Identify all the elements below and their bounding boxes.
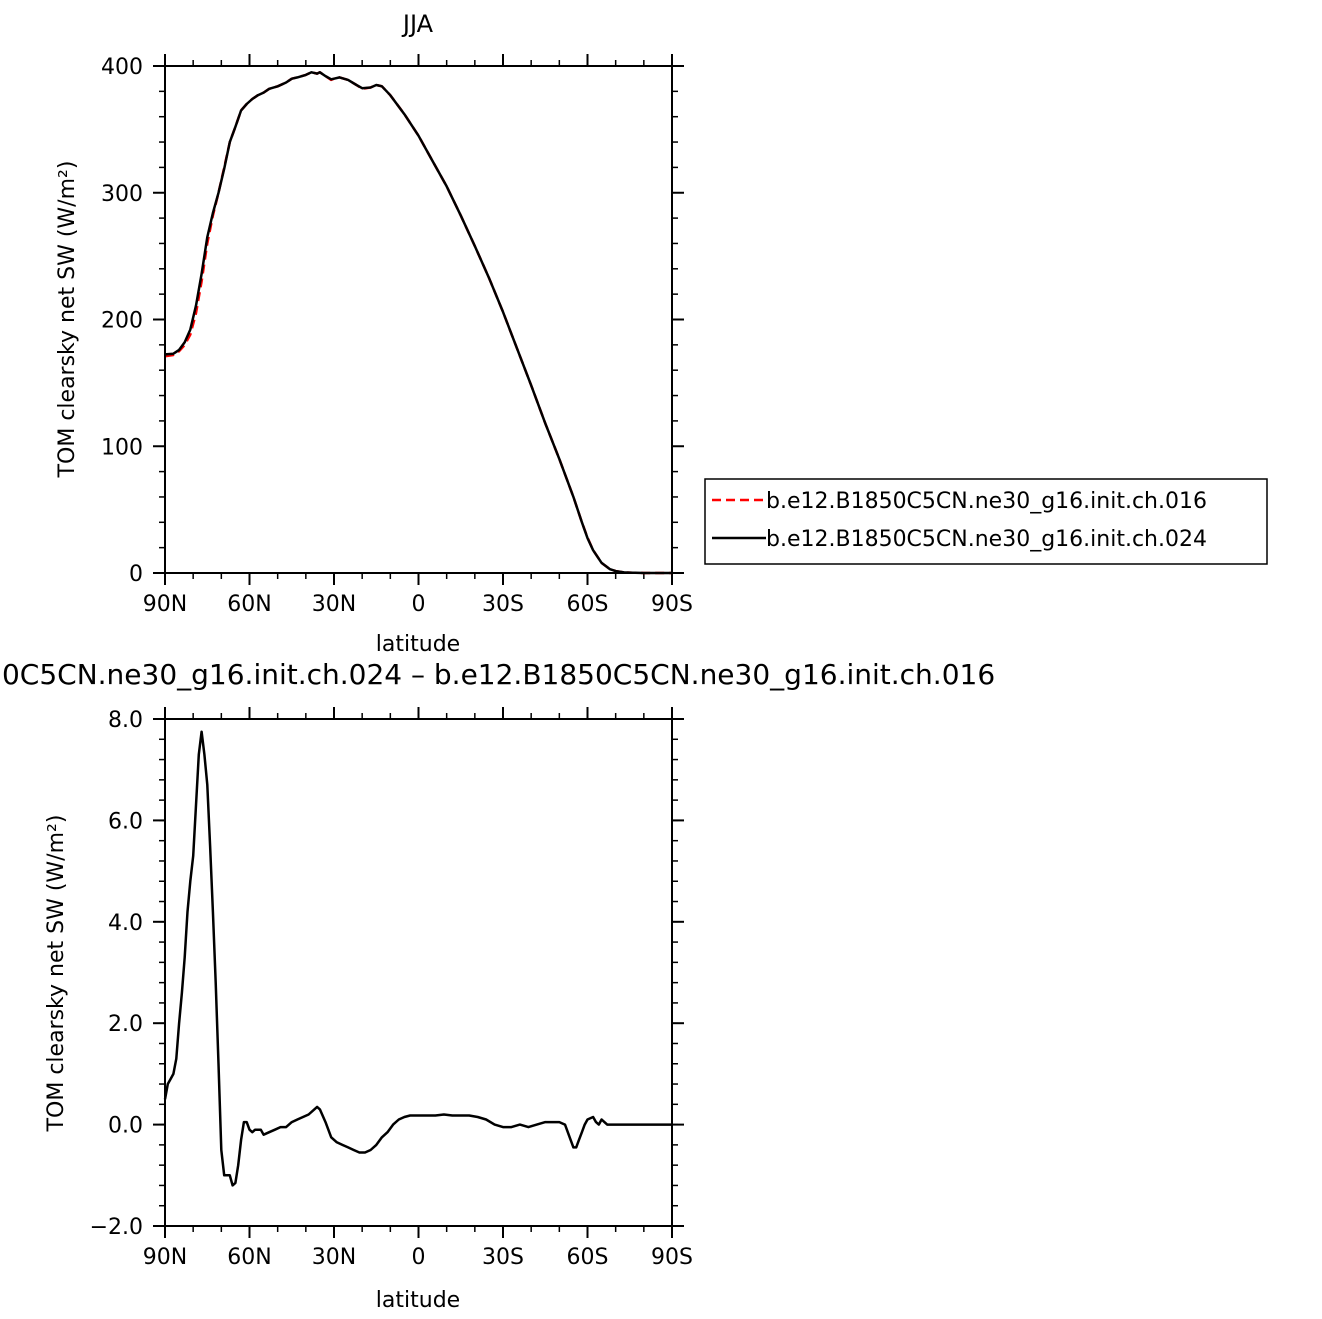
top-ytick-label: 400 (101, 55, 143, 80)
top-ytick-label: 0 (129, 562, 143, 587)
bottom-ytick-label: 4.0 (108, 911, 143, 936)
top-plot-frame (164, 65, 673, 574)
bottom-ytick-label: −2.0 (90, 1215, 143, 1240)
legend: b.e12.B1850C5CN.ne30_g16.init.ch.016 b.e… (704, 478, 1268, 565)
top-xtick-label: 90S (651, 592, 693, 617)
bottom-ytick-label: 2.0 (108, 1012, 143, 1037)
top-xtick-label: 0 (412, 592, 426, 617)
bottom-y-axis-label: TOM clearsky net SW (W/m²) (44, 815, 69, 1133)
top-ytick-label: 200 (101, 309, 143, 334)
bottom-x-axis-label: latitude (376, 1288, 460, 1313)
bottom-series-lines (163, 730, 672, 1187)
bottom-xtick-label: 30N (312, 1245, 356, 1270)
top-xtick-label: 60S (567, 592, 609, 617)
legend-label-024: b.e12.B1850C5CN.ne30_g16.init.ch.024 (766, 527, 1207, 552)
top-axis-ticks: 0 100 200 300 400 90N 60N 30N 0 30S 60S 90S (101, 54, 693, 617)
top-series-line-0 (164, 71, 672, 575)
bottom-panel: b.e12.B1850C5CN.ne30_g16.init.ch.024 – b… (0, 658, 995, 1313)
bottom-xtick-label: 60S (567, 1245, 609, 1270)
bottom-ytick-label: 6.0 (108, 809, 143, 834)
bottom-series-line-0 (163, 730, 672, 1187)
bottom-xtick-label: 30S (482, 1245, 524, 1270)
top-xtick-label: 30N (312, 592, 356, 617)
bottom-xtick-label: 0 (412, 1245, 426, 1270)
legend-label-016: b.e12.B1850C5CN.ne30_g16.init.ch.016 (766, 489, 1207, 514)
legend-box (704, 478, 1268, 565)
top-panel: JJA TOM clearsky net SW (W/m²) latitude … (55, 10, 693, 657)
bottom-xtick-label: 60N (227, 1245, 271, 1270)
top-ytick-label: 300 (101, 182, 143, 207)
bottom-axis-ticks: −2.0 0.0 2.0 4.0 6.0 8.0 90N 60N 30N 0 30S 60S 90S (90, 707, 693, 1270)
top-chart-title: JJA (401, 10, 434, 38)
bottom-xtick-label: 90N (143, 1245, 187, 1270)
top-series-lines (164, 71, 672, 575)
bottom-ytick-label: 0.0 (108, 1114, 143, 1139)
bottom-ytick-label: 8.0 (108, 708, 143, 733)
top-ytick-label: 100 (101, 435, 143, 460)
top-y-axis-label: TOM clearsky net SW (W/m²) (55, 161, 80, 479)
top-series-line-1 (164, 71, 672, 575)
bottom-xtick-label: 90S (651, 1245, 693, 1270)
top-xtick-label: 90N (143, 592, 187, 617)
bottom-chart-title: b.e12.B1850C5CN.ne30_g16.init.ch.024 – b… (0, 658, 995, 691)
bottom-plot-frame (164, 718, 673, 1227)
top-xtick-label: 60N (227, 592, 271, 617)
top-x-axis-label: latitude (376, 632, 460, 657)
top-xtick-label: 30S (482, 592, 524, 617)
